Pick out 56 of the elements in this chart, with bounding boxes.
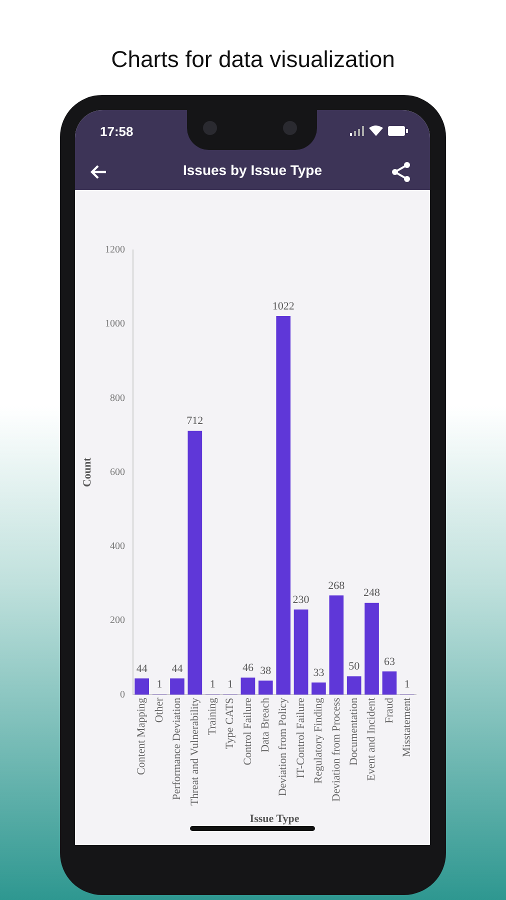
- data-label: 1: [404, 678, 410, 691]
- chart-title: Issues by Issue Type: [182, 162, 324, 178]
- x-tick-label: Training: [206, 697, 218, 736]
- bar: [276, 316, 291, 695]
- text: Charts for data visualization: [110, 46, 396, 73]
- y-tick-label: 1000: [105, 318, 125, 330]
- data-label: 1: [156, 678, 162, 691]
- bar: [329, 595, 344, 695]
- bar: [188, 430, 202, 695]
- x-axis-title: Issue Type: [250, 813, 300, 826]
- y-tick-label: 800: [110, 392, 125, 404]
- x-tick-label: Fraud: [383, 697, 396, 724]
- x-tick-label: Regulatory Finding: [312, 697, 325, 784]
- x-tick-label: IT-Control Failure: [294, 698, 307, 778]
- y-tick-label: 400: [110, 541, 125, 552]
- data-label: 1: [210, 678, 216, 691]
- y-tick-label: 200: [110, 615, 125, 626]
- data-label: 33: [313, 666, 325, 679]
- bar: [364, 602, 379, 695]
- data-label: 46: [242, 662, 254, 674]
- x-tick-label: Content Mapping: [136, 697, 148, 776]
- data-label: 712: [186, 415, 204, 428]
- data-label: 248: [364, 587, 381, 600]
- data-label: 44: [136, 662, 148, 675]
- bar: [294, 609, 308, 695]
- x-tick-label: Event and Incident: [366, 698, 378, 781]
- x-tick-label: Documentation: [348, 697, 360, 766]
- data-label: 268: [328, 580, 346, 592]
- text: 17:58: [100, 124, 134, 139]
- bar: [134, 678, 150, 695]
- bar: [170, 678, 184, 695]
- y-axis-title: Count: [81, 457, 94, 488]
- x-tick-label: Threat and Vulnerability: [188, 697, 201, 806]
- x-tick-label: Control Failure: [242, 698, 254, 766]
- data-label: 38: [260, 665, 272, 678]
- data-label: 230: [292, 594, 310, 606]
- x-tick-label: Deviation from Process: [330, 698, 342, 802]
- x-tick-label: Performance Deviation: [171, 697, 184, 800]
- bar: [240, 678, 256, 695]
- x-tick-label: Misstatement: [401, 698, 414, 758]
- data-label: 50: [348, 660, 360, 673]
- y-tick-label: 0: [120, 689, 125, 700]
- bar: [382, 671, 397, 695]
- y-tick-label: 600: [110, 466, 125, 478]
- data-label: 44: [172, 662, 184, 675]
- bar: [346, 676, 362, 695]
- y-tick-label: 1200: [105, 244, 125, 256]
- x-tick-label: Deviation from Policy: [277, 697, 290, 796]
- x-tick-label: Type CATS: [224, 698, 236, 750]
- data-label: 1: [228, 678, 234, 691]
- x-tick-label: Other: [153, 697, 166, 723]
- bar: [312, 682, 326, 695]
- x-tick-label: Data Breach: [260, 697, 272, 752]
- bar: [258, 680, 273, 695]
- data-label: 63: [384, 656, 396, 668]
- data-label: 1022: [272, 300, 294, 312]
